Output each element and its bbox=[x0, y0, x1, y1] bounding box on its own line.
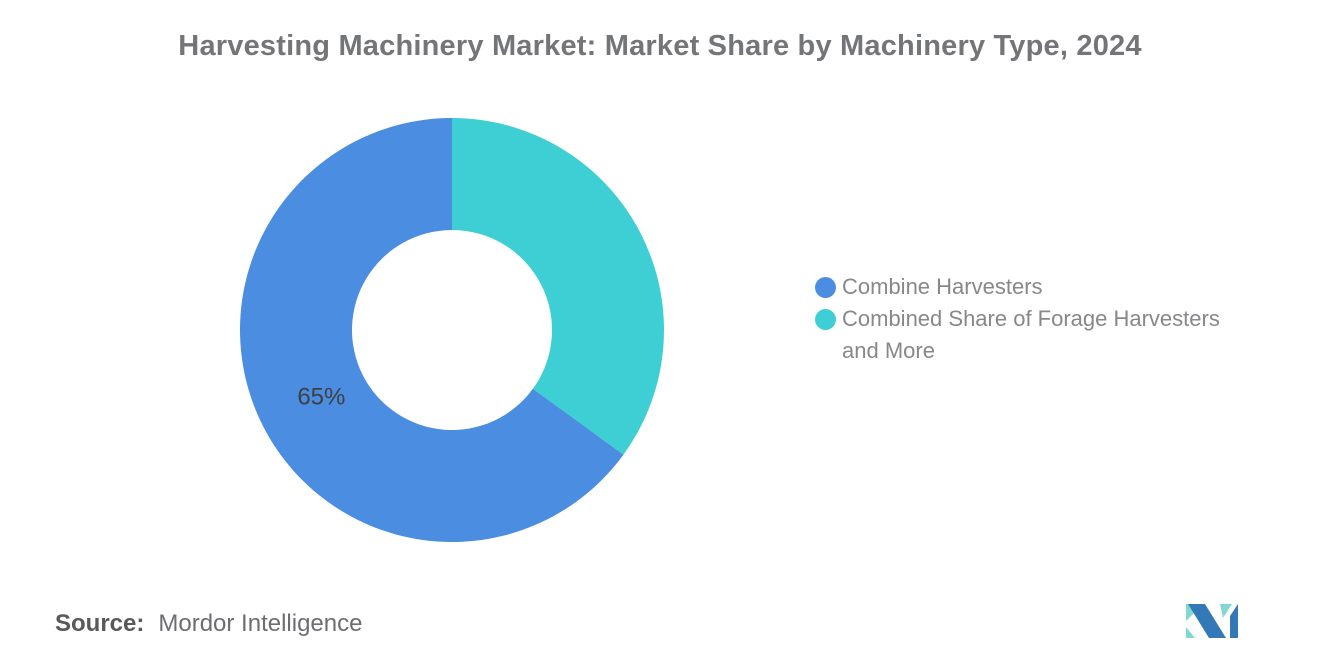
legend-label: Combine Harvesters bbox=[842, 274, 1043, 299]
donut-chart: 65% bbox=[239, 118, 664, 542]
logo-shape-teal-wedge bbox=[1220, 604, 1232, 618]
donut-slice-2[interactable] bbox=[452, 118, 664, 455]
mordor-intelligence-logo bbox=[1186, 604, 1238, 638]
logo-shape-blue-diagonal bbox=[1188, 604, 1226, 638]
slice-label: 65% bbox=[297, 384, 345, 411]
legend-item-2[interactable]: Combined Share of Forage Harvesters and … bbox=[815, 303, 1267, 367]
legend: Combine Harvesters Combined Share of Fora… bbox=[815, 271, 1267, 367]
chart-title: Harvesting Machinery Market: Market Shar… bbox=[178, 30, 1142, 62]
legend-swatch bbox=[815, 277, 836, 298]
legend-label: Combined Share of Forage Harvesters and … bbox=[842, 306, 1220, 363]
legend-swatch bbox=[815, 309, 836, 330]
source-label: Source: bbox=[55, 610, 145, 637]
source-line: Source: Mordor Intelligence bbox=[55, 610, 362, 638]
logo-shape-teal-bottom-left bbox=[1186, 627, 1195, 638]
donut-slice-1[interactable] bbox=[239, 118, 624, 542]
logo-shape-blue-bar bbox=[1230, 604, 1238, 638]
source-value: Mordor Intelligence bbox=[158, 610, 363, 637]
legend-item-1[interactable]: Combine Harvesters bbox=[815, 271, 1267, 303]
